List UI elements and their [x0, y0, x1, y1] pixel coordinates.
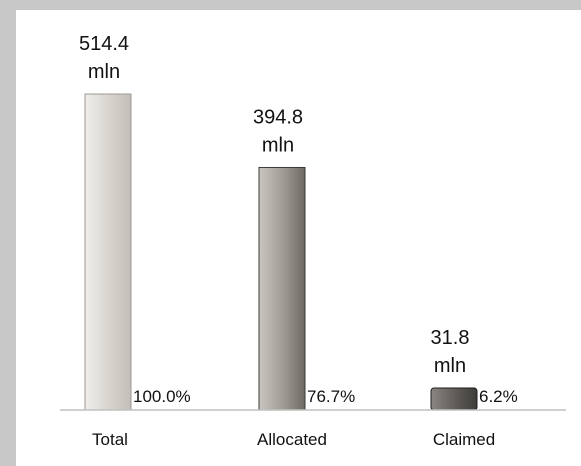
- plot-area: 514.4 mln 100.0% Total 394.8 mln 76.7% Allocate…: [16, 10, 581, 466]
- percent-label-allocated: 76.7%: [307, 387, 355, 406]
- value-label-total: 514.4: [79, 33, 129, 55]
- bars-layer: [84, 93, 478, 411]
- unit-label-allocated: mln: [262, 134, 294, 156]
- category-label-total: Total: [92, 430, 128, 449]
- percent-label-claimed: 6.2%: [479, 387, 518, 406]
- category-label-claimed: Claimed: [433, 430, 495, 449]
- bar-allocated: [258, 166, 306, 411]
- labels-layer: 514.4 mln 100.0% Total 394.8 mln 76.7% Allocate…: [79, 33, 518, 449]
- bar-claimed: [430, 387, 478, 411]
- value-label-claimed: 31.8: [431, 327, 470, 349]
- unit-label-total: mln: [88, 61, 120, 83]
- category-label-allocated: Allocated: [257, 430, 327, 449]
- bar-chart: 514.4 mln 100.0% Total 394.8 mln 76.7% Allocate…: [60, 33, 566, 449]
- value-label-allocated: 394.8: [253, 106, 303, 128]
- bar-total: [84, 93, 132, 411]
- percent-label-total: 100.0%: [133, 387, 191, 406]
- frame-top-border: [0, 0, 581, 10]
- unit-label-claimed: mln: [434, 355, 466, 377]
- frame-left-border: [0, 0, 16, 466]
